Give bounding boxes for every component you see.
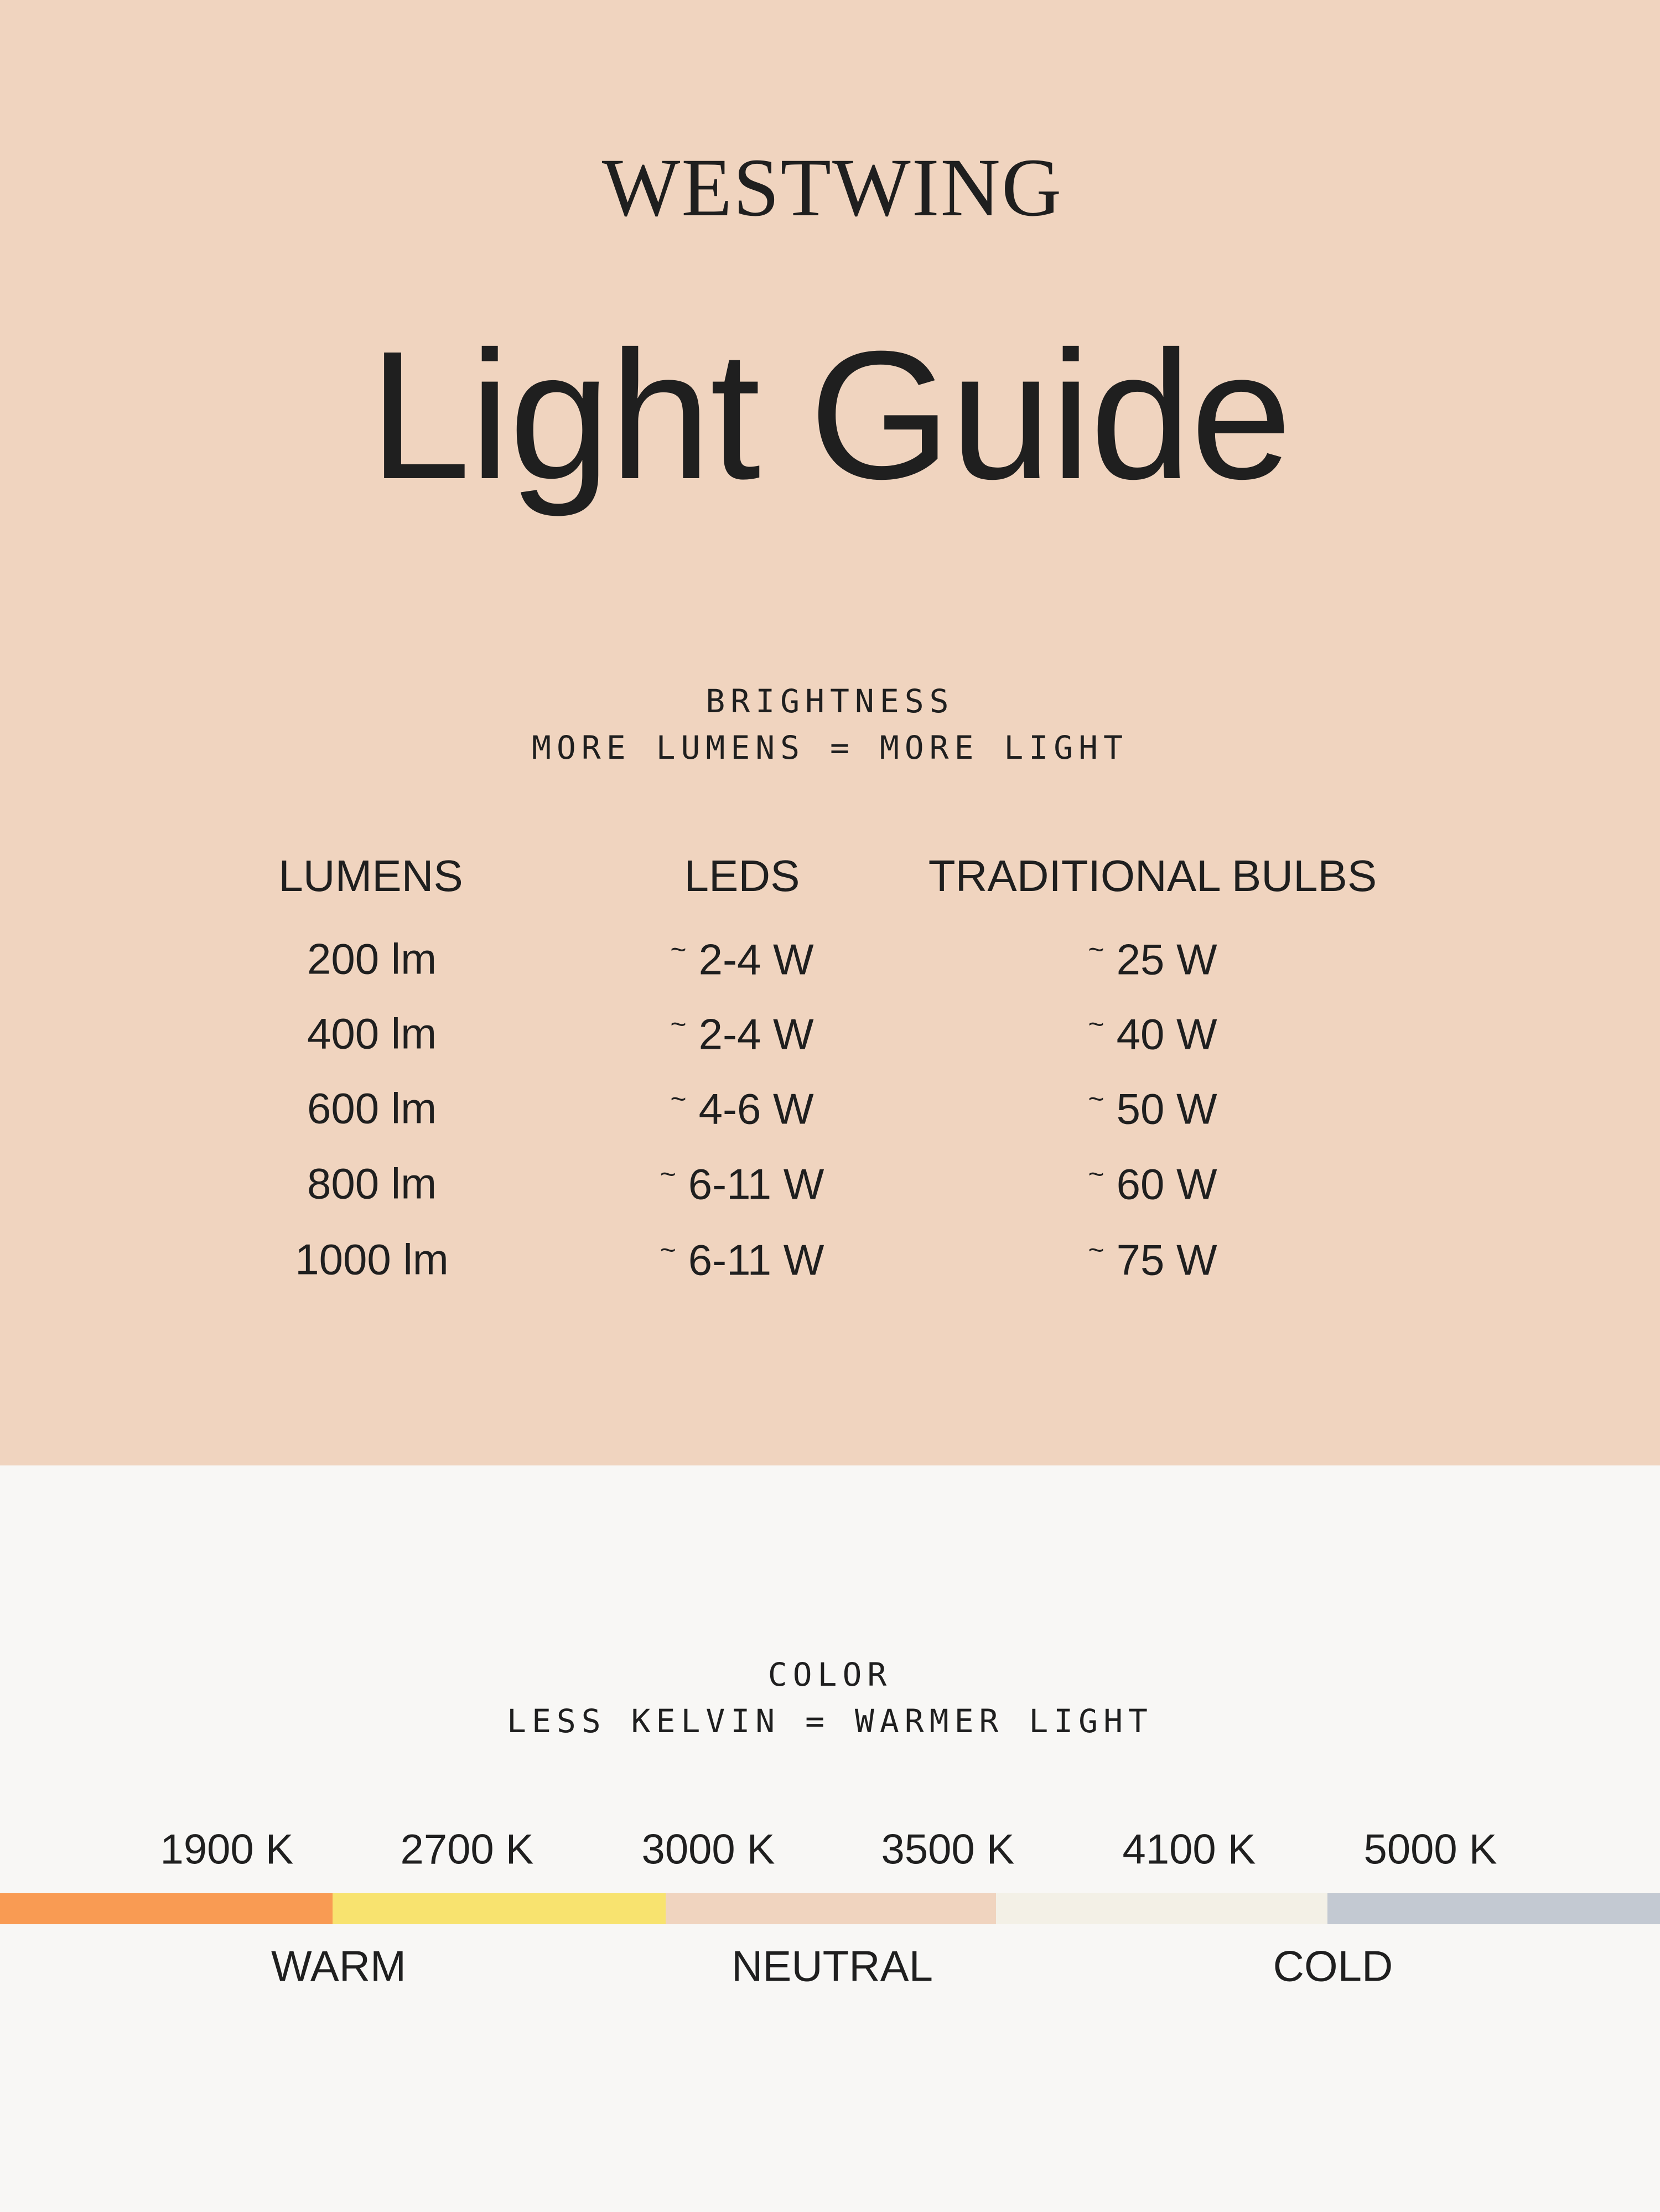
westwing-logo: WESTWING: [601, 142, 1063, 234]
brightness-heading: BRIGHTNESS: [706, 682, 954, 720]
approx-symbol: ~: [1088, 934, 1104, 965]
lumens-cell-value: 800 lm: [307, 1159, 437, 1208]
lumens-cell-value: 200 lm: [307, 934, 437, 983]
lumens-cell-value: 400 lm: [307, 1009, 437, 1058]
leds-cell-value: 2-4 W: [698, 1009, 814, 1059]
leds-cell: ~6-11 W: [660, 1234, 824, 1286]
color-swatch: [333, 1893, 666, 1924]
category-cold: COLD: [1273, 1941, 1393, 1991]
bulbs-cell: ~40 W: [1088, 1008, 1217, 1060]
color-swatch: [1327, 1893, 1660, 1924]
lumens-cell-value: 1000 lm: [295, 1235, 449, 1284]
color-swatch: [666, 1893, 996, 1924]
kelvin-label: 3000 K: [641, 1826, 775, 1873]
bulbs-cell: ~60 W: [1088, 1158, 1217, 1210]
kelvin-label: 4100 K: [1122, 1826, 1256, 1873]
category-neutral: NEUTRAL: [731, 1941, 933, 1991]
approx-symbol: ~: [670, 1083, 687, 1115]
color-heading: COLOR: [767, 1656, 893, 1693]
leds-cell-value: 2-4 W: [698, 935, 814, 984]
column-header-traditional-bulbs: TRADITIONAL BULBS: [928, 851, 1377, 900]
lumens-cell: 800 lm: [307, 1159, 437, 1209]
bulbs-cell: ~75 W: [1088, 1234, 1217, 1286]
leds-cell-value: 4-6 W: [698, 1084, 814, 1133]
category-warm: WARM: [271, 1941, 407, 1991]
brightness-section: [0, 0, 1660, 1465]
kelvin-label: 2700 K: [400, 1826, 534, 1873]
color-subheading: LESS KELVIN = WARMER LIGHT: [507, 1702, 1153, 1740]
bulbs-cell-value: 50 W: [1116, 1084, 1217, 1133]
lumens-cell: 1000 lm: [295, 1235, 449, 1285]
bulbs-cell-value: 40 W: [1116, 1009, 1217, 1059]
page-title: Light Guide: [369, 313, 1292, 517]
kelvin-label: 3500 K: [881, 1826, 1015, 1873]
approx-symbol: ~: [1088, 1083, 1104, 1115]
kelvin-label: 1900 K: [160, 1826, 294, 1873]
leds-cell: ~6-11 W: [660, 1158, 824, 1210]
bulbs-cell-value: 25 W: [1116, 935, 1217, 984]
approx-symbol: ~: [1088, 1008, 1104, 1040]
lumens-cell-value: 600 lm: [307, 1084, 437, 1133]
leds-cell-value: 6-11 W: [688, 1159, 824, 1209]
leds-cell-value: 6-11 W: [688, 1235, 824, 1284]
approx-symbol: ~: [660, 1234, 676, 1266]
column-header-lumens: LUMENS: [278, 851, 463, 900]
approx-symbol: ~: [670, 934, 687, 965]
lumens-cell: 400 lm: [307, 1009, 437, 1059]
approx-symbol: ~: [1088, 1158, 1104, 1190]
approx-symbol: ~: [660, 1158, 676, 1190]
leds-cell: ~2-4 W: [670, 934, 813, 985]
leds-cell: ~2-4 W: [670, 1008, 813, 1060]
lumens-cell: 200 lm: [307, 934, 437, 985]
bulbs-cell: ~50 W: [1088, 1083, 1217, 1135]
approx-symbol: ~: [1088, 1234, 1104, 1266]
kelvin-label: 5000 K: [1363, 1826, 1497, 1873]
color-swatch: [996, 1893, 1327, 1924]
color-swatch: [0, 1893, 333, 1924]
brightness-subheading: MORE LUMENS = MORE LIGHT: [531, 729, 1129, 766]
bulbs-cell: ~25 W: [1088, 934, 1217, 985]
lumens-cell: 600 lm: [307, 1084, 437, 1134]
bulbs-cell-value: 60 W: [1116, 1159, 1217, 1209]
column-header-leds: LEDS: [684, 851, 800, 900]
bulbs-cell-value: 75 W: [1116, 1235, 1217, 1284]
leds-cell: ~4-6 W: [670, 1083, 813, 1135]
approx-symbol: ~: [670, 1008, 687, 1040]
